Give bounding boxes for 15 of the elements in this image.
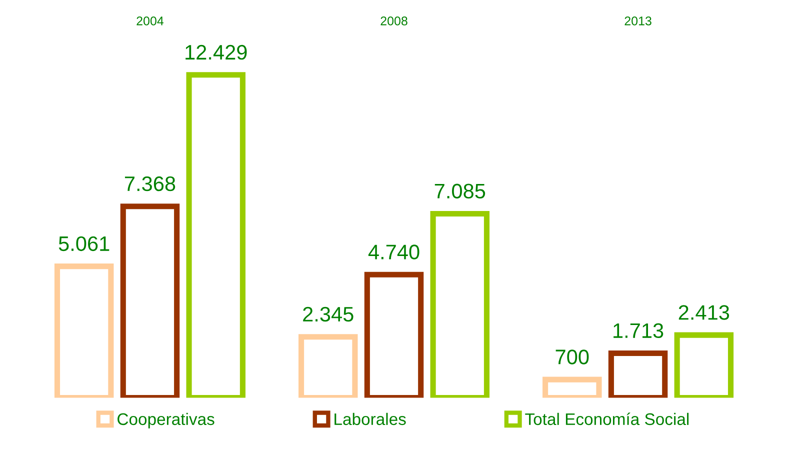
data-label: 7.085 xyxy=(434,184,486,198)
data-label: 4.740 xyxy=(368,244,420,260)
data-label: 1.713 xyxy=(614,323,664,338)
data-label: 700 xyxy=(556,350,589,364)
data-label: 2.413 xyxy=(678,305,730,320)
data-label: 7.368 xyxy=(124,176,176,192)
data-label: 2.345 xyxy=(303,306,354,322)
legend-label: Laborales xyxy=(334,412,406,426)
data-label: 12.429 xyxy=(186,44,247,60)
x-tick-label: 2013 xyxy=(624,16,652,26)
legend-label: Total Economía Social xyxy=(525,412,689,426)
x-tick-label: 2004 xyxy=(136,16,164,26)
data-label: 5.061 xyxy=(58,236,110,252)
x-tick-label: 2008 xyxy=(380,16,408,26)
legend-label: Cooperativas xyxy=(118,412,214,428)
